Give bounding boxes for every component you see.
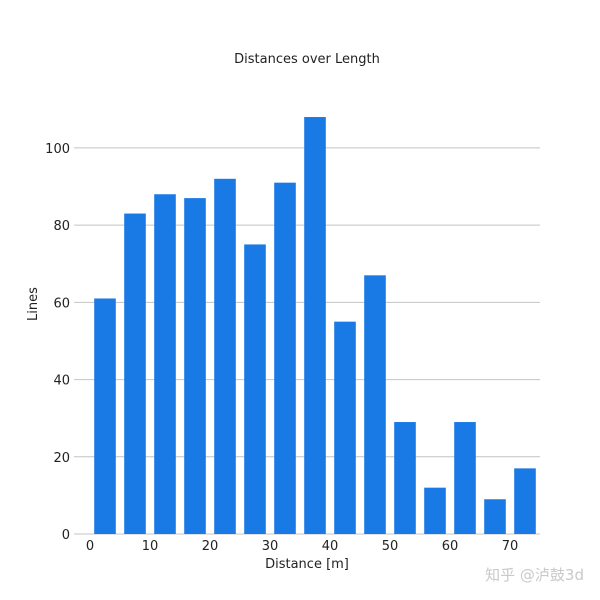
chart-title: Distances over Length	[234, 52, 380, 67]
bar	[394, 422, 416, 534]
y-tick-label: 20	[53, 451, 70, 466]
bar	[364, 275, 386, 534]
bar	[454, 422, 476, 534]
x-tick-label: 70	[502, 539, 519, 554]
bar	[274, 182, 296, 534]
y-tick-label: 0	[62, 528, 70, 543]
bar	[214, 178, 236, 535]
y-tick-label: 100	[45, 142, 70, 157]
x-tick-label: 20	[202, 539, 219, 554]
bar	[424, 487, 446, 534]
x-tick-label: 60	[442, 539, 459, 554]
bar	[184, 198, 206, 534]
x-axis-ticks: 0 10 20 30 40 50 60 70	[86, 539, 518, 554]
bar	[154, 194, 176, 535]
y-tick-label: 80	[53, 219, 70, 234]
watermark-text: 知乎 @泸鼓3d	[485, 566, 584, 584]
bar	[124, 213, 146, 534]
bar	[514, 468, 536, 534]
x-tick-label: 10	[142, 539, 159, 554]
bar	[94, 298, 116, 534]
x-axis-title: Distance [m]	[265, 557, 349, 572]
bars	[94, 117, 536, 535]
bar	[484, 499, 506, 534]
x-tick-label: 50	[382, 539, 399, 554]
y-axis-title: Lines	[26, 287, 41, 321]
bar	[304, 117, 326, 534]
y-axis-ticks: 0 20 40 60 80 100	[45, 142, 70, 543]
x-tick-label: 0	[86, 539, 94, 554]
y-tick-label: 40	[53, 374, 70, 389]
bar	[334, 321, 356, 534]
y-tick-label: 60	[53, 296, 70, 311]
x-tick-label: 40	[322, 539, 339, 554]
x-tick-label: 30	[262, 539, 279, 554]
bar	[244, 244, 266, 534]
